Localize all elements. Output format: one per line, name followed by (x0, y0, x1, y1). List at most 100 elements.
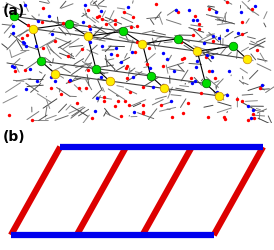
Point (132, 51, 137, 55)
Point (87, 24, 91, 28)
Point (39, 60, 43, 64)
Point (246, 104, 251, 108)
Point (122, 29, 127, 33)
Point (68, 78, 72, 82)
Point (187, 8, 191, 12)
Point (225, 29, 230, 33)
Point (24, 87, 28, 91)
Point (195, 20, 200, 24)
Point (98, 76, 103, 80)
Point (203, 82, 208, 86)
Point (161, 52, 165, 56)
Point (99, 10, 104, 14)
Point (192, 15, 197, 19)
Point (130, 51, 134, 55)
Point (48, 76, 53, 80)
Point (41, 47, 46, 51)
Point (189, 76, 193, 80)
Point (65, 55, 70, 59)
Point (135, 24, 139, 28)
Point (207, 70, 211, 73)
Point (9, 64, 14, 68)
Point (161, 84, 165, 87)
Point (102, 99, 106, 103)
Point (201, 42, 206, 46)
Point (88, 28, 93, 32)
Point (61, 22, 65, 26)
Point (141, 86, 145, 90)
Point (75, 102, 79, 106)
Point (211, 39, 216, 43)
Point (23, 68, 27, 72)
Point (147, 47, 152, 51)
Point (30, 118, 34, 122)
Point (12, 69, 17, 73)
Point (67, 80, 71, 84)
Point (121, 11, 126, 15)
Point (204, 56, 209, 60)
Point (85, 9, 90, 13)
Point (178, 41, 183, 45)
Point (169, 115, 174, 119)
Point (113, 23, 117, 27)
Point (153, 4, 158, 8)
Point (125, 6, 130, 10)
Point (258, 86, 262, 90)
Point (159, 103, 163, 107)
Point (260, 84, 264, 87)
Text: (a): (a) (3, 4, 25, 18)
Point (165, 58, 169, 62)
Point (252, 116, 256, 120)
Point (121, 30, 125, 34)
Point (125, 76, 129, 80)
Point (181, 111, 185, 115)
Point (93, 109, 98, 113)
Point (211, 35, 216, 39)
Point (213, 77, 218, 81)
Point (85, 68, 90, 72)
Point (6, 114, 11, 118)
Point (116, 100, 120, 104)
Point (185, 102, 190, 105)
Point (35, 80, 39, 84)
Point (132, 110, 136, 114)
Point (31, 28, 35, 32)
Point (195, 60, 199, 64)
Point (141, 111, 145, 115)
Point (204, 54, 209, 58)
Point (250, 108, 255, 112)
Point (194, 66, 198, 70)
Point (161, 64, 165, 68)
Point (97, 15, 101, 19)
Point (180, 58, 184, 62)
Point (193, 80, 197, 84)
Point (240, 33, 245, 37)
Point (244, 58, 249, 62)
Point (199, 92, 204, 96)
Point (125, 65, 130, 69)
Point (169, 99, 173, 103)
Point (24, 45, 28, 49)
Point (203, 82, 207, 86)
Point (22, 4, 27, 8)
Point (217, 36, 221, 40)
Point (52, 80, 57, 84)
Point (217, 94, 221, 98)
Point (224, 94, 229, 98)
Point (34, 45, 38, 49)
Point (210, 70, 215, 74)
Point (95, 96, 99, 100)
Point (25, 34, 29, 38)
Point (40, 20, 44, 24)
Point (90, 116, 94, 120)
Point (118, 60, 123, 64)
Point (81, 21, 85, 25)
Point (207, 8, 211, 12)
Point (100, 18, 105, 21)
Point (112, 19, 117, 23)
Point (20, 36, 24, 40)
Point (224, 1, 229, 5)
Point (88, 41, 93, 45)
Point (191, 19, 195, 23)
Point (107, 80, 112, 84)
